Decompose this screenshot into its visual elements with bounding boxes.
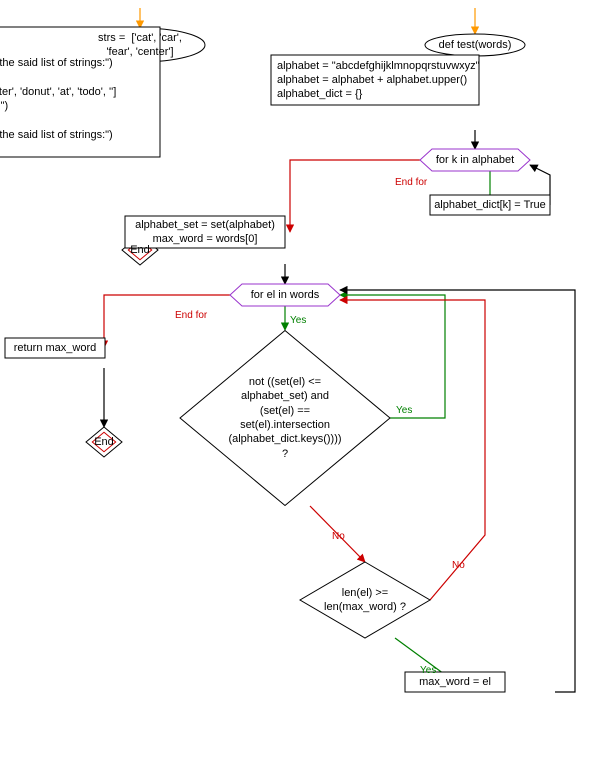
node-end2: End xyxy=(86,427,122,457)
edge-label-16: Yes xyxy=(420,665,436,676)
node-block3: alphabet_set = set(alphabet) max_word = … xyxy=(125,216,285,248)
node-decision2: len(el) >= len(max_word) ? xyxy=(316,562,414,638)
node-start2: def test(words) xyxy=(425,34,525,56)
edge-label-10: Yes xyxy=(290,315,306,326)
edge-label-8: End for xyxy=(395,177,427,188)
node-loop2: for el in words xyxy=(230,284,340,306)
node-loop1: for k in alphabet xyxy=(420,149,530,171)
edge-label-13: Yes xyxy=(396,405,412,416)
node-block2: alphabet = "abcdefghijklmnopqrstuvwxyz" … xyxy=(271,55,479,105)
edge-label-11: End for xyxy=(175,310,207,321)
edge-label-14: No xyxy=(332,531,345,542)
edge-label-15: No xyxy=(452,560,465,571)
node-assign1: alphabet_dict[k] = True xyxy=(430,195,550,215)
node-decision1: not ((set(el) <= alphabet_set) and (set(… xyxy=(206,331,364,506)
node-block1: print("Original strings:") print(strs) p… xyxy=(0,27,160,157)
node-return1: return max_word xyxy=(5,338,105,358)
